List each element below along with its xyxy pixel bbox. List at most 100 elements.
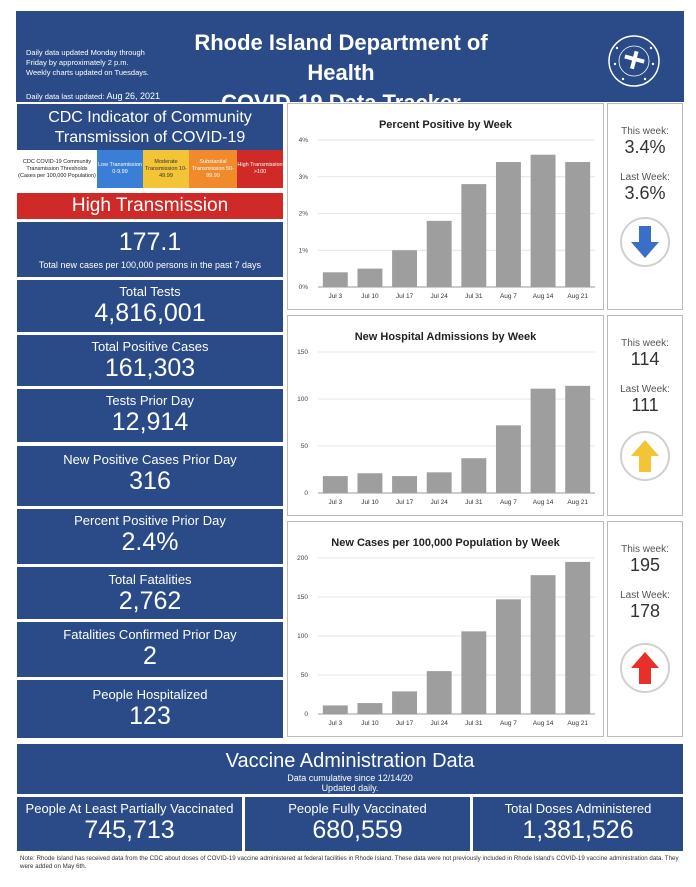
- x-tick-label: Jul 3: [328, 293, 342, 300]
- note-line: Friday by approximately 2 p.m.: [26, 58, 129, 67]
- cdc-title-line: CDC Indicator of Community: [48, 109, 252, 126]
- this-week-value: 114: [630, 349, 660, 369]
- title-line-1: Rhode Island Department of Health: [194, 30, 488, 85]
- hospital-admissions-chart: New Hospital Admissions by Week 0 50 100 150…: [297, 331, 595, 506]
- legend-moderate: Moderate Transmission 10-49.99: [143, 150, 189, 188]
- vaccine-partially-vaccinated: People At Least Partially Vaccinated 745…: [17, 797, 242, 851]
- last-updated: Daily data last updated: Aug 26, 2021: [26, 91, 160, 101]
- x-tick-label: Aug 14: [533, 293, 554, 300]
- x-tick-label: Jul 24: [431, 499, 449, 506]
- y-tick-label: 4%: [299, 137, 309, 144]
- stat-people-hospitalized: People Hospitalized 123: [17, 680, 283, 738]
- x-tick-label: Jul 17: [396, 720, 414, 727]
- y-tick-label: 50: [301, 443, 309, 450]
- x-tick-label: Aug 7: [500, 499, 517, 506]
- last-week-value: 3.6%: [624, 183, 666, 203]
- bar: [461, 458, 487, 493]
- y-tick-label: 50: [301, 672, 309, 679]
- bar: [426, 220, 452, 287]
- vaccine-title: Vaccine Administration Data: [225, 750, 475, 772]
- vaccine-total-doses: Total Doses Administered 1,381,526: [473, 797, 683, 851]
- weekly-compare-percent-positive: This week: 3.4% Last Week: 3.6%: [607, 103, 683, 310]
- case-rate-value: 177.1: [118, 228, 182, 256]
- stat-total-tests: Total Tests 4,816,001: [17, 280, 283, 332]
- x-tick-label: Jul 31: [465, 499, 483, 506]
- y-tick-label: 3%: [299, 174, 309, 181]
- header-banner: Daily data updated Monday through Friday…: [16, 11, 684, 115]
- arrow-down-icon: [620, 217, 670, 267]
- bar: [565, 162, 591, 287]
- stat-value: 316: [129, 467, 171, 495]
- bar: [357, 268, 383, 287]
- last-week-label: Last Week:: [620, 384, 670, 395]
- stat-total-positive: Total Positive Cases 161,303: [17, 335, 283, 386]
- stat-label: Total Positive Cases: [91, 339, 209, 354]
- bar: [426, 671, 452, 714]
- bar: [461, 184, 487, 287]
- bar: [461, 631, 487, 714]
- x-tick-label: Jul 17: [396, 499, 414, 506]
- x-tick-label: Jul 31: [465, 293, 483, 300]
- last-week-value: 178: [629, 601, 661, 621]
- x-tick-label: Jul 17: [396, 293, 414, 300]
- footnote: Note: Rhode Island has received data fro…: [20, 855, 679, 870]
- chart-title: Percent Positive by Week: [379, 119, 513, 131]
- stat-value: 2: [143, 642, 157, 670]
- y-tick-label: 0: [304, 490, 308, 497]
- stat-new-positive-prior-day: New Positive Cases Prior Day 316: [17, 446, 283, 506]
- vaccine-fully-vaccinated: People Fully Vaccinated 680,559: [245, 797, 470, 851]
- stat-fatalities-prior-day: Fatalities Confirmed Prior Day 2: [17, 622, 283, 677]
- x-tick-label: Aug 7: [500, 293, 517, 300]
- update-schedule-note: Daily data updated Monday through Friday…: [26, 48, 149, 78]
- stat-label: People Hospitalized: [92, 687, 208, 702]
- bar: [322, 705, 348, 714]
- x-tick-label: Aug 21: [567, 720, 588, 727]
- stat-value: 161,303: [104, 354, 196, 382]
- bar: [392, 476, 418, 493]
- bar: [530, 154, 556, 287]
- x-tick-label: Jul 10: [361, 293, 379, 300]
- x-tick-label: Aug 14: [533, 720, 554, 727]
- cdc-indicator-title: CDC Indicator of Community Transmission …: [17, 104, 283, 150]
- legend-substantial: Substantial Transmission 50-99.99: [189, 150, 237, 188]
- x-tick-label: Aug 7: [500, 720, 517, 727]
- stat-value: 123: [129, 702, 171, 730]
- bar: [392, 250, 418, 287]
- this-week-label: This week:: [621, 126, 669, 137]
- stat-tests-prior-day: Tests Prior Day 12,914: [17, 389, 283, 442]
- vaccine-subtitle: Data cumulative since 12/14/20: [287, 773, 413, 783]
- last-week-value: 111: [631, 395, 659, 415]
- chart-panel-hospital-admissions: New Hospital Admissions by Week 0 50 100 150…: [287, 315, 604, 516]
- y-tick-label: 150: [297, 349, 308, 356]
- bar: [495, 425, 521, 493]
- bar: [495, 162, 521, 287]
- vaccine-value: 745,713: [84, 816, 175, 844]
- note-line: Weekly charts updated on Tuesdays.: [26, 68, 149, 77]
- bar: [357, 473, 383, 493]
- y-tick-label: 100: [297, 396, 308, 403]
- y-tick-label: 0: [304, 711, 308, 718]
- x-tick-label: Jul 3: [328, 499, 342, 506]
- chart-title: New Hospital Admissions by Week: [355, 331, 537, 343]
- this-week-label: This week:: [621, 338, 669, 349]
- last-updated-label: Daily data last updated:: [26, 92, 105, 101]
- stat-label: Total Tests: [119, 284, 181, 299]
- x-tick-label: Jul 31: [465, 720, 483, 727]
- vaccine-value: 1,381,526: [522, 816, 634, 844]
- x-tick-label: Jul 24: [431, 720, 449, 727]
- stat-value: 12,914: [111, 408, 189, 436]
- vaccine-section-header: Vaccine Administration Data Data cumulat…: [17, 744, 683, 794]
- stat-value: 2.4%: [121, 528, 179, 556]
- percent-positive-chart: Percent Positive by Week 0% 1% 2% 3% 4% Jul 3 J…: [299, 119, 595, 300]
- last-week-label: Last Week:: [620, 172, 670, 183]
- bar: [530, 575, 556, 714]
- vaccine-label: People At Least Partially Vaccinated: [25, 801, 234, 816]
- y-tick-label: 0%: [299, 284, 309, 291]
- vaccine-label: Total Doses Administered: [504, 801, 652, 816]
- transmission-legend: CDC COVID-19 Community Transmission Thre…: [17, 150, 283, 188]
- this-week-label: This week:: [621, 544, 669, 555]
- stat-value: 2,762: [118, 587, 182, 615]
- stat-label: Tests Prior Day: [105, 393, 195, 408]
- legend-high: High Transmission >100: [237, 150, 283, 188]
- chart-panel-new-cases: New Cases per 100,000 Population by Week…: [287, 521, 604, 737]
